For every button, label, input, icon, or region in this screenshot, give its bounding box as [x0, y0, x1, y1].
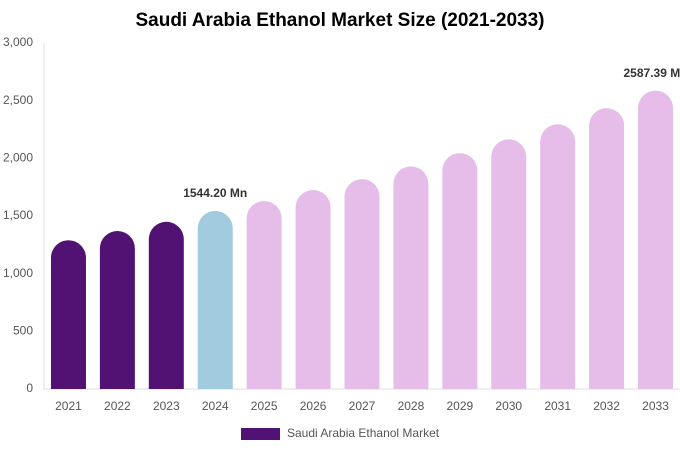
x-tick-label: 2021 — [55, 399, 82, 413]
legend-label: Saudi Arabia Ethanol Market — [287, 426, 440, 440]
bar — [148, 221, 184, 389]
bar — [393, 166, 429, 389]
bar — [491, 139, 527, 389]
y-tick-label: 2,500 — [3, 93, 33, 107]
y-tick-label: 1,500 — [3, 208, 33, 222]
x-tick-label: 2028 — [398, 399, 425, 413]
bar — [197, 210, 233, 389]
bar — [50, 240, 86, 389]
x-tick-label: 2033 — [642, 399, 669, 413]
bar — [442, 153, 478, 389]
x-tick-label: 2027 — [349, 399, 376, 413]
bar — [295, 190, 331, 389]
bar — [344, 179, 380, 389]
x-tick-label: 2032 — [593, 399, 620, 413]
x-tick-label: 2030 — [495, 399, 522, 413]
x-tick-label: 2029 — [446, 399, 473, 413]
y-tick-label: 2,000 — [3, 151, 33, 165]
x-tick-label: 2026 — [300, 399, 327, 413]
chart-title: Saudi Arabia Ethanol Market Size (2021-2… — [135, 10, 544, 31]
bar — [246, 201, 282, 389]
bar — [540, 124, 576, 390]
y-tick-label: 500 — [13, 324, 33, 338]
bar — [589, 108, 625, 389]
value-label: 2587.39 Mn — [624, 66, 680, 80]
y-tick-label: 1,000 — [3, 266, 33, 280]
bar — [638, 90, 674, 390]
y-tick-label: 3,000 — [3, 35, 33, 49]
x-tick-label: 2022 — [104, 399, 131, 413]
x-tick-label: 2025 — [251, 399, 278, 413]
bar — [99, 230, 135, 389]
x-tick-label: 2031 — [544, 399, 571, 413]
y-tick-label: 0 — [26, 381, 33, 395]
x-tick-label: 2024 — [202, 399, 229, 413]
value-label: 1544.20 Mn — [183, 186, 247, 200]
x-tick-label: 2023 — [153, 399, 180, 413]
legend-swatch — [241, 428, 280, 440]
